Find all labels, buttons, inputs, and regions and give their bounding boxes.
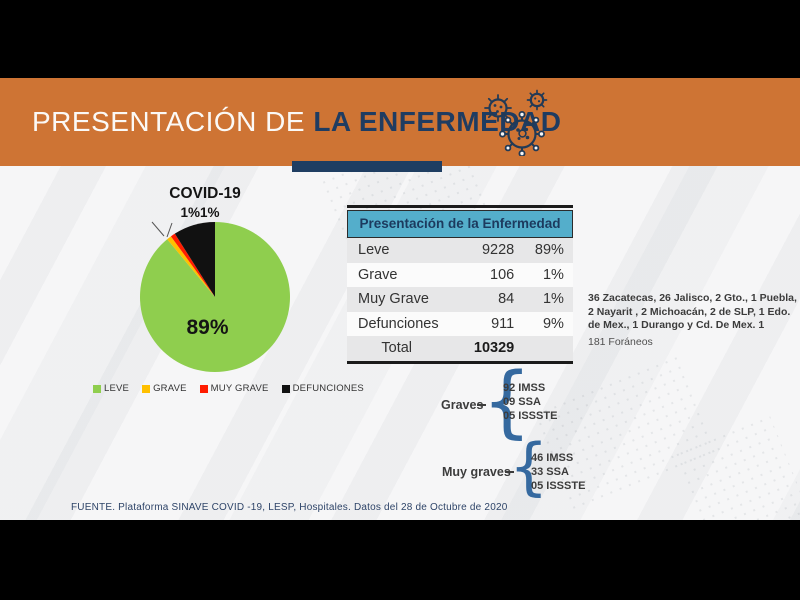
muy-graves-imss: 46 IMSS bbox=[531, 452, 574, 464]
pie-chart-title: COVID-19 bbox=[169, 185, 241, 202]
muy-graves-brace: { bbox=[509, 430, 549, 503]
page-title-light: PRESENTACIÓN DE bbox=[32, 106, 314, 137]
header-banner: PRESENTACIÓN DE LA ENFERMEDAD bbox=[0, 78, 800, 166]
letterbox-bottom bbox=[0, 520, 800, 600]
row-label: Defunciones bbox=[358, 315, 439, 332]
muy-graves-label: Muy graves bbox=[442, 465, 511, 479]
graves-tie-dash bbox=[477, 404, 486, 406]
table-row: Defunciones 911 9% bbox=[347, 311, 573, 336]
graves-brace: { bbox=[482, 357, 532, 447]
defunciones-swatch-icon bbox=[281, 384, 290, 393]
pie-slice-defunciones bbox=[174, 222, 215, 297]
legend-label: GRAVE bbox=[153, 383, 187, 394]
row-value: 911 bbox=[491, 315, 515, 332]
pie-slice-leve bbox=[139, 222, 290, 372]
pie-leader-lines bbox=[151, 221, 173, 238]
disease-table: Presentación de la Enfermedad Leve 9228 … bbox=[347, 205, 573, 364]
virus-icon bbox=[484, 89, 548, 156]
leve-swatch-icon bbox=[93, 384, 101, 393]
letterbox-top bbox=[0, 0, 800, 78]
table-row: Muy Grave 84 1% bbox=[347, 287, 573, 312]
table-title: Presentación de la Enfermedad bbox=[347, 210, 573, 238]
graves-items: 92 IMSS 09 SSA 05 ISSSTE bbox=[503, 381, 557, 423]
banner-underline-accent bbox=[292, 161, 442, 172]
row-label: Grave bbox=[358, 266, 398, 283]
states-breakdown-note: 36 Zacatecas, 26 Jalisco, 2 Gto., 1 Pueb… bbox=[588, 292, 797, 331]
row-percent: 1% bbox=[542, 266, 564, 283]
table-total-row: Total 10329 bbox=[347, 336, 573, 361]
grave-swatch-icon bbox=[142, 384, 151, 393]
graves-imss: 92 IMSS bbox=[503, 382, 546, 394]
pie-slice-muy-grave bbox=[170, 233, 215, 297]
row-value: 84 bbox=[498, 291, 515, 308]
table-row: Grave 106 1% bbox=[347, 262, 573, 287]
muy-graves-tie-dash bbox=[505, 471, 514, 473]
slide: PRESENTACIÓN DE LA ENFERMEDAD bbox=[0, 78, 800, 520]
row-label: Muy Grave bbox=[358, 291, 429, 308]
graves-issste: 05 ISSSTE bbox=[503, 410, 558, 422]
row-value: 9228 bbox=[481, 242, 515, 259]
row-percent: 1% bbox=[542, 291, 564, 308]
row-percent: 89% bbox=[534, 242, 564, 259]
row-label: Leve bbox=[358, 242, 390, 259]
legend-item-muy-grave: MUY GRAVE bbox=[199, 383, 269, 394]
foraneos-note: 181 Foráneos bbox=[588, 336, 653, 348]
total-label: Total bbox=[381, 340, 413, 357]
legend-label: DEFUNCIONES bbox=[292, 383, 364, 394]
graves-label: Graves bbox=[441, 398, 484, 412]
legend-item-grave: GRAVE bbox=[142, 383, 187, 394]
legend-label: MUY GRAVE bbox=[210, 383, 269, 394]
legend-label: LEVE bbox=[104, 383, 130, 394]
legend-item-leve: LEVE bbox=[93, 383, 129, 394]
legend-item-defunciones: DEFUNCIONES bbox=[281, 383, 364, 394]
graves-ssa: 09 SSA bbox=[503, 396, 541, 408]
muy-graves-ssa: 33 SSA bbox=[531, 466, 569, 478]
pie-slice-grave bbox=[167, 236, 215, 297]
muy-graves-items: 46 IMSS 33 SSA 05 ISSSTE bbox=[531, 451, 585, 493]
source-footnote: FUENTE. Plataforma SINAVE COVID -19, LES… bbox=[71, 502, 508, 513]
muy-grave-swatch-icon bbox=[199, 384, 208, 393]
total-value: 10329 bbox=[473, 340, 515, 357]
pie-leve-percentage-label: 89% bbox=[186, 316, 229, 339]
table-row: Leve 9228 89% bbox=[347, 238, 573, 263]
pie-legend: LEVE GRAVE MUY GRAVE DEFUNCIONES bbox=[93, 383, 364, 394]
pie-chart bbox=[139, 221, 290, 372]
muy-graves-issste: 05 ISSSTE bbox=[531, 480, 586, 492]
row-percent: 9% bbox=[542, 315, 564, 332]
watermark-dots bbox=[671, 412, 800, 520]
pie-callout-labels: 1%1% bbox=[180, 205, 220, 220]
row-value: 106 bbox=[490, 266, 515, 283]
